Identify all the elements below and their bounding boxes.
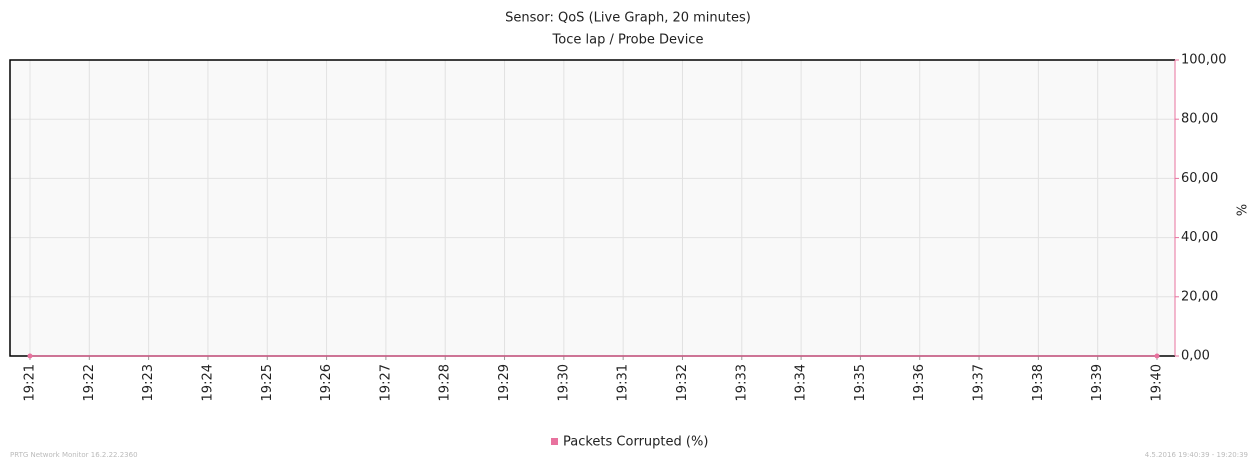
y-tick-label: 40,00 <box>1181 230 1218 245</box>
chart-title: Sensor: QoS (Live Graph, 20 minutes) <box>505 11 751 26</box>
y-tick-label: 80,00 <box>1181 112 1218 127</box>
x-tick-label: 19:36 <box>912 364 927 401</box>
x-tick-label: 19:26 <box>319 364 334 401</box>
y-axis-label: % <box>1233 204 1248 216</box>
x-tick-label: 19:32 <box>675 364 690 401</box>
x-tick-label: 19:39 <box>1090 364 1105 401</box>
footer-right: 4.5.2016 19:40:39 - 19:20:39 <box>1145 451 1248 459</box>
plot-area <box>10 60 1175 356</box>
chart-subtitle: Toce lap / Probe Device <box>552 33 704 48</box>
y-tick-label: 20,00 <box>1181 289 1218 304</box>
x-tick-label: 19:35 <box>853 364 868 401</box>
x-tick-label: 19:40 <box>1150 364 1165 401</box>
x-tick-label: 19:31 <box>616 364 631 401</box>
x-tick-label: 19:22 <box>82 364 97 401</box>
x-tick-label: 19:23 <box>141 364 156 401</box>
x-tick-label: 19:33 <box>734 364 749 401</box>
y-tick-label: 60,00 <box>1181 171 1218 186</box>
x-tick-label: 19:25 <box>260 364 275 401</box>
x-tick-label: 19:30 <box>556 364 571 401</box>
legend-swatch <box>551 438 558 445</box>
x-tick-label: 19:34 <box>794 364 809 401</box>
x-tick-label: 19:21 <box>23 364 38 401</box>
y-tick-label: 0,00 <box>1181 349 1210 364</box>
legend-label: Packets Corrupted (%) <box>563 435 708 450</box>
x-tick-label: 19:38 <box>1031 364 1046 401</box>
end-marker <box>1154 353 1160 359</box>
x-tick-label: 19:27 <box>378 364 393 401</box>
x-tick-label: 19:37 <box>972 364 987 401</box>
y-tick-label: 100,00 <box>1181 53 1227 68</box>
x-tick-label: 19:28 <box>438 364 453 401</box>
x-tick-label: 19:29 <box>497 364 512 401</box>
footer-left: PRTG Network Monitor 16.2.22.2360 <box>10 451 138 459</box>
x-tick-label: 19:24 <box>200 364 215 401</box>
end-marker <box>27 353 33 359</box>
